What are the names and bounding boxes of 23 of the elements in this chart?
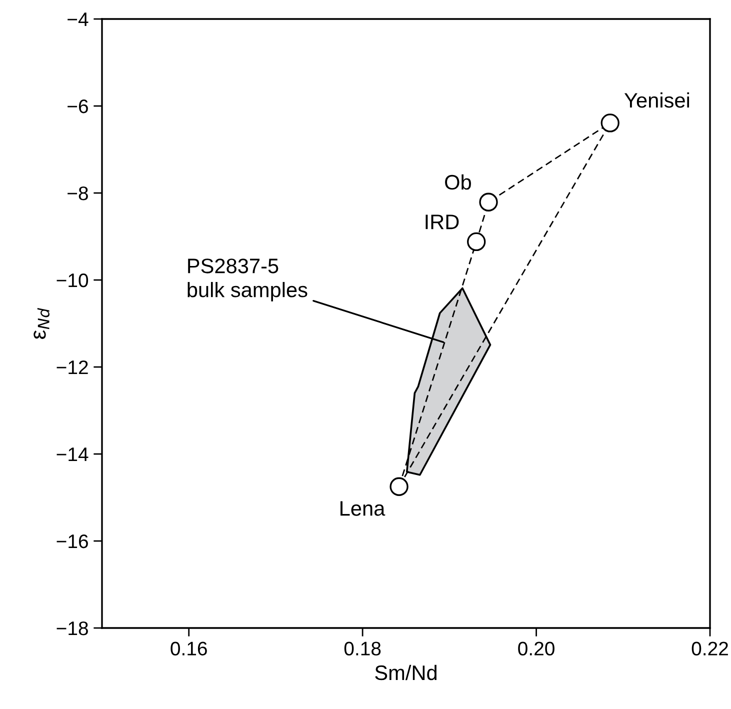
- y-tick-label: −6: [68, 99, 88, 114]
- y-tick-label: −18: [56, 621, 88, 636]
- annotation: Yenisei: [624, 92, 690, 108]
- y-tick-label: −14: [56, 448, 88, 462]
- point: [479, 192, 498, 212]
- y-tick-label: −12: [56, 360, 88, 374]
- point: [600, 114, 620, 132]
- annotation: Ob: [445, 174, 471, 190]
- annotation: Lena: [340, 501, 386, 516]
- x-tick-label: 0.16: [170, 642, 207, 656]
- point: [467, 232, 486, 252]
- x-tick-label: 0.20: [518, 642, 554, 656]
- point: [390, 477, 408, 496]
- annotation: IRD: [426, 214, 459, 230]
- y-tick-label: −8: [68, 186, 88, 200]
- annotation: PS2837-5 bulk samples: [188, 258, 308, 302]
- y-axis-title: ε$_{Nd}$: [34, 308, 50, 339]
- y-tick-label: −16: [56, 534, 88, 548]
- x-tick-label: 0.18: [344, 642, 381, 656]
- y-tick-label: −10: [56, 273, 88, 288]
- x-tick-label: 0.22: [692, 642, 728, 656]
- x-axis-title: Sm/Nd: [375, 664, 436, 680]
- y-tick-label: −4: [68, 12, 88, 26]
